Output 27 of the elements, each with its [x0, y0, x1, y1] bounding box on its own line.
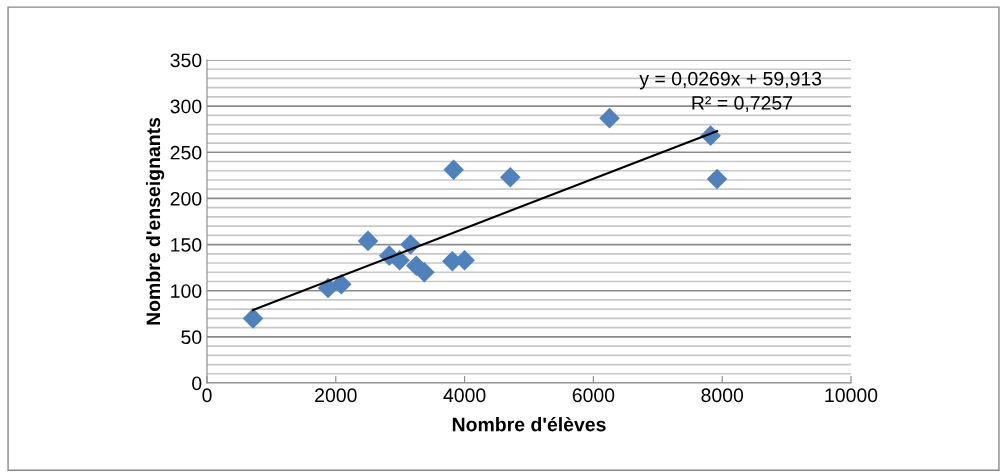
y-tick-label: 250 — [170, 145, 202, 160]
x-tick-label: 10000 — [825, 388, 878, 403]
point — [242, 308, 264, 329]
y-axis-title: Nombre d'enseignants — [145, 117, 165, 325]
x-tick-label: 8000 — [701, 388, 744, 403]
point — [500, 166, 521, 188]
y-tick-label: 50 — [181, 330, 202, 345]
y-tick-label: 200 — [170, 191, 202, 206]
x-axis-title: Nombre d'élèves — [452, 416, 606, 432]
y-tick-label: 350 — [170, 53, 202, 68]
point — [414, 261, 435, 283]
y-tick-label: 0 — [192, 376, 202, 391]
annotation: y = 0,0269x + 59,913 — [639, 71, 822, 90]
annotation: R² = 0,7257 — [692, 96, 793, 113]
point — [443, 159, 464, 181]
point — [599, 107, 620, 129]
point — [330, 273, 352, 295]
y-tick-label: 150 — [171, 238, 202, 252]
x-tick-label: 6000 — [572, 388, 615, 403]
x-tick-label: 2000 — [315, 388, 357, 403]
y-tick-label: 100 — [171, 284, 202, 298]
x-tick-label: 4000 — [443, 388, 486, 403]
point — [357, 230, 379, 252]
x-tick-label: 0 — [202, 388, 212, 403]
point — [389, 249, 410, 271]
point — [706, 168, 728, 190]
y-tick-label: 300 — [170, 99, 202, 114]
